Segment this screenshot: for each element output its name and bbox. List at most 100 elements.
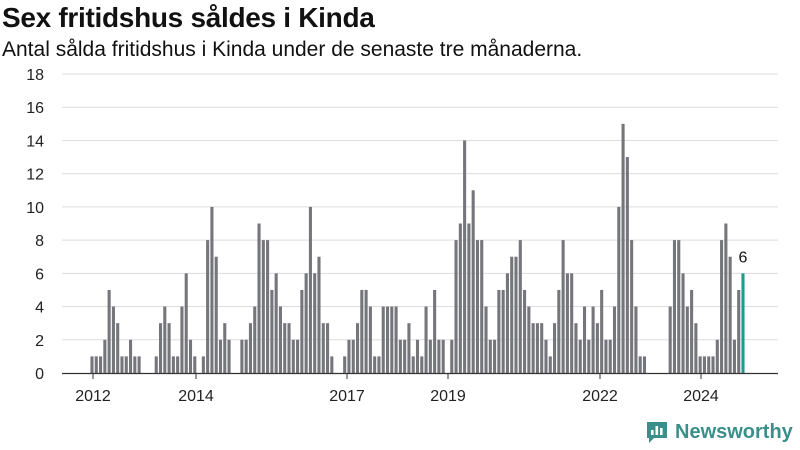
bar [544,339,548,373]
bar [214,256,218,373]
bar [715,339,719,373]
bar [724,223,728,373]
bar [595,323,599,373]
brand-logo[interactable]: Newsworthy [645,420,793,444]
bar [501,289,505,373]
bar [621,123,625,373]
x-tick-label: 2014 [178,388,214,405]
bar [385,306,390,373]
bar [317,256,321,373]
bar [707,356,711,373]
bar [608,339,612,373]
bar [94,356,98,373]
bar [480,240,484,373]
gridlines [62,73,778,341]
bar [210,206,214,373]
bar [137,356,141,373]
bar [612,306,617,373]
bar [642,356,647,373]
bar [278,306,282,373]
y-tick-label: 0 [35,366,44,383]
bar [570,273,574,373]
bar [463,140,467,373]
bar [518,240,522,373]
bar [368,306,372,373]
bar [351,339,355,373]
bar [638,356,642,373]
bar [540,323,544,373]
bar [574,323,578,373]
bar [587,339,591,373]
chart-title: Sex fritidshus såldes i Kinda [2,2,375,33]
bar [720,240,724,373]
x-tick-label: 2012 [75,388,111,405]
bar [163,306,167,373]
bar [711,356,715,373]
bar [685,306,689,373]
bar [514,256,518,373]
y-tick-label: 18 [26,67,44,84]
bar [625,157,629,373]
bar [107,289,111,373]
bar [415,339,420,373]
bar [437,339,441,373]
bar [188,339,193,373]
bar [420,356,424,373]
bar [732,339,736,373]
bar [553,323,557,373]
bar-chart: 0 2 4 6 8 10 12 14 16 18 2012 2014 2017 2019 2022 2024… [26,67,778,405]
bar-latest [741,273,745,373]
bar [535,323,539,373]
newsworthy-logo-icon [647,422,667,443]
bar [493,339,497,373]
y-tick-label: 14 [26,133,44,150]
bar [398,339,402,373]
bar-series [90,123,745,373]
bar [394,306,398,373]
y-tick-label: 12 [26,167,44,184]
bar [488,339,492,373]
bar [244,339,248,373]
bar [737,289,741,373]
bar [124,356,128,373]
bar [99,356,103,373]
bar [591,306,595,373]
bar [355,323,360,373]
bar [497,289,501,373]
bar [557,289,561,373]
bar [257,223,261,373]
bar [133,356,137,373]
bar [672,240,677,373]
bar [728,256,732,373]
bar [180,306,184,373]
bar [201,356,205,373]
y-axis-ticks: 0 2 4 6 8 10 12 14 16 18 [26,67,44,383]
bar [111,306,115,373]
bar [565,273,569,373]
bar [698,356,702,373]
bar [274,273,278,373]
bar [390,306,394,373]
bar [433,289,437,373]
bar [206,240,210,373]
bar [527,306,531,373]
bar [287,323,291,373]
brand-name: Newsworthy [675,420,793,443]
bar [531,323,535,373]
bar [694,323,698,373]
y-tick-label: 10 [26,200,44,217]
bar [116,323,120,373]
bar [176,356,180,373]
bar [407,323,411,373]
bar [548,356,552,373]
bar [248,323,253,373]
bar [505,273,509,373]
bar [154,356,158,373]
bar [240,339,244,373]
bar [291,339,295,373]
x-tick-label: 2024 [683,388,719,405]
bar [227,339,231,373]
chart-subtitle: Antal sålda fritidshus i Kinda under de … [2,38,583,61]
bar [171,356,175,373]
bar [218,339,223,373]
